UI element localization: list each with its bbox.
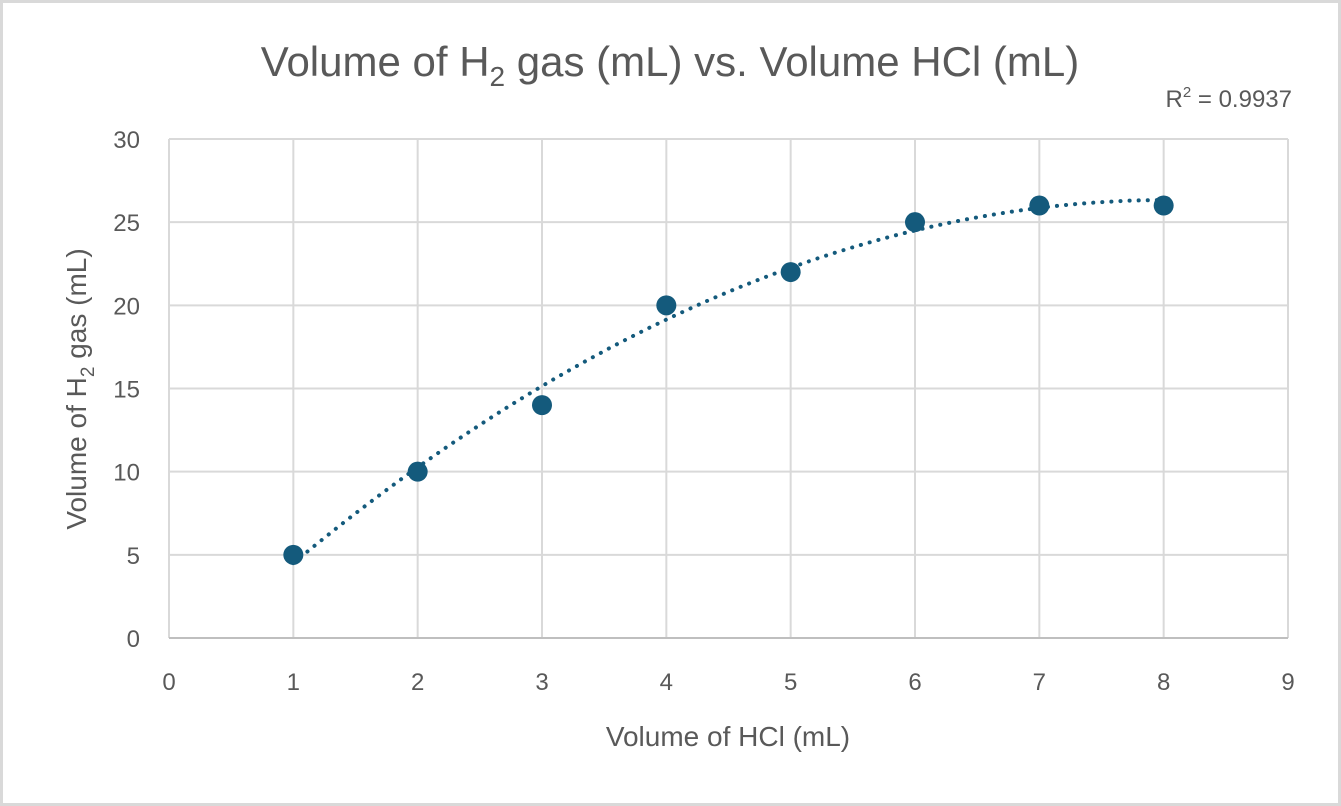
data-point <box>532 395 552 416</box>
x-tick-label: 2 <box>411 669 424 696</box>
x-tick-label: 3 <box>535 669 548 696</box>
data-point <box>1029 195 1050 216</box>
data-point <box>283 544 304 565</box>
data-point <box>407 461 428 482</box>
x-tick-label: 8 <box>1157 669 1170 696</box>
y-tick-label: 30 <box>113 127 140 154</box>
data-point <box>905 212 925 233</box>
data-point <box>1153 195 1174 216</box>
data-points <box>283 195 1174 565</box>
data-point <box>656 295 677 316</box>
trendline <box>291 198 1166 566</box>
y-tick-label: 20 <box>113 293 140 320</box>
y-tick-label: 25 <box>113 210 140 237</box>
y-tick-label: 10 <box>113 460 140 487</box>
r-squared-label: R2 = 0.9937 <box>1166 84 1292 113</box>
y-axis-ticks: 0 5 10 15 20 25 30 <box>113 127 140 653</box>
x-tick-label: 6 <box>908 669 921 696</box>
y-tick-label: 15 <box>113 377 140 404</box>
gridlines <box>168 138 1289 639</box>
chart-title: Volume of H2 gas (mL) vs. Volume HCl (mL… <box>261 38 1080 92</box>
x-tick-label: 9 <box>1281 669 1294 696</box>
x-axis-title: Volume of HCl (mL) <box>606 721 850 752</box>
y-axis-title: Volume of H2 gas (mL) <box>61 248 99 529</box>
y-tick-label: 0 <box>127 626 140 653</box>
x-tick-label: 1 <box>287 669 300 696</box>
x-tick-label: 4 <box>660 669 673 696</box>
data-point <box>780 262 801 283</box>
x-tick-label: 5 <box>784 669 797 696</box>
x-tick-label: 0 <box>162 669 175 696</box>
x-axis-ticks: 0 1 2 3 4 5 6 7 8 9 <box>162 669 1294 696</box>
y-tick-label: 5 <box>127 543 140 570</box>
x-tick-label: 7 <box>1033 669 1046 696</box>
